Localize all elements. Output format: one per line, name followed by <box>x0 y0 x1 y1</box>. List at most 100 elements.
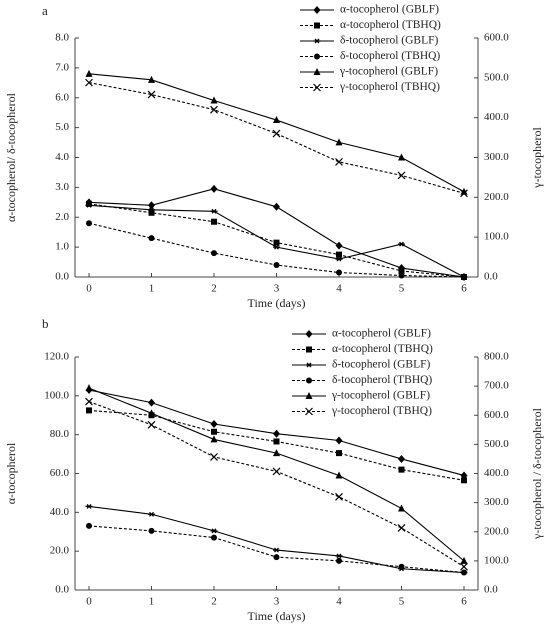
marker <box>273 438 280 445</box>
marker <box>273 554 280 561</box>
marker <box>273 449 280 457</box>
legend-label: δ-tocopherol (TBHQ) <box>332 374 432 386</box>
marker <box>306 346 312 353</box>
series-line <box>88 401 465 568</box>
y2-tick-label: 200.0 <box>484 191 509 203</box>
marker <box>210 419 218 428</box>
marker <box>314 53 320 60</box>
marker <box>397 524 406 532</box>
marker <box>336 251 342 258</box>
y2-tick-label: 300.0 <box>484 496 509 508</box>
legend-label: α-tocopherol (TBHQ) <box>332 343 433 355</box>
y-axis-label: α-tocopherol <box>4 442 18 504</box>
marker <box>86 522 92 529</box>
y-tick-label: 100.0 <box>44 389 69 401</box>
x-tick-label: 4 <box>336 596 342 608</box>
y2-tick-label: 100.0 <box>484 231 509 243</box>
marker <box>398 454 405 463</box>
legend-label: γ-tocopherol (GBLF) <box>331 390 430 402</box>
y-tick-label: 20.0 <box>50 545 70 557</box>
y2-tick-label: 100.0 <box>484 554 509 566</box>
marker <box>398 466 405 473</box>
x-tick-label: 1 <box>149 283 155 295</box>
legend-label: γ-tocopherol (TBHQ) <box>339 81 440 93</box>
marker <box>335 553 343 559</box>
x-tick-label: 3 <box>274 596 280 608</box>
marker <box>460 189 468 198</box>
y2-tick-label: 500.0 <box>484 438 509 450</box>
y-tick-label: 3.0 <box>55 181 69 193</box>
y-tick-label: 6.0 <box>55 91 69 103</box>
legend-label: α-tocopherol (GBLF) <box>340 4 439 16</box>
marker <box>335 471 343 479</box>
marker <box>148 207 155 213</box>
marker <box>86 407 92 414</box>
marker <box>398 504 405 512</box>
x-axis-label: Time (days) <box>248 609 306 623</box>
series-line <box>88 82 465 194</box>
y-tick-label: 5.0 <box>55 121 69 133</box>
x-tick-label: 0 <box>86 283 92 295</box>
marker <box>461 477 467 484</box>
marker <box>210 105 218 114</box>
marker <box>210 452 218 461</box>
marker <box>148 209 155 216</box>
marker <box>147 420 156 429</box>
marker <box>306 377 312 384</box>
marker <box>85 202 93 208</box>
x-tick-label: 2 <box>211 596 217 608</box>
marker <box>305 362 313 368</box>
x-tick-label: 2 <box>211 283 217 295</box>
marker <box>305 392 313 399</box>
y2-tick-label: 500.0 <box>484 71 509 83</box>
y-tick-label: 7.0 <box>55 61 69 73</box>
marker <box>210 184 218 193</box>
marker <box>313 6 321 14</box>
marker <box>273 262 280 269</box>
legend: α-tocopherol (GBLF) α-tocopherol (TBHQ) δ-… <box>300 4 441 93</box>
y2-tick-label: 800.0 <box>484 351 509 363</box>
marker <box>148 511 155 517</box>
marker <box>147 90 156 99</box>
legend-label: α-tocopherol (TBHQ) <box>340 19 441 31</box>
marker <box>336 557 342 564</box>
y-tick-label: 4.0 <box>55 151 69 163</box>
y2-tick-label: 600.0 <box>484 32 509 44</box>
y-tick-label: 60.0 <box>50 467 70 479</box>
legend: α-tocopherol (GBLF) α-tocopherol (TBHQ) δ-… <box>292 328 433 417</box>
marker <box>273 202 280 211</box>
y-tick-label: 0.0 <box>55 584 69 596</box>
marker <box>397 171 406 180</box>
marker <box>148 235 155 242</box>
y-axis-label: α-tocopherol/ δ-tocopherol <box>4 92 18 222</box>
y2-tick-label: 600.0 <box>484 409 509 421</box>
y-tick-label: 0.0 <box>55 271 69 283</box>
x-tick-label: 4 <box>336 283 342 295</box>
marker <box>314 22 320 29</box>
y2-tick-label: 300.0 <box>484 151 509 163</box>
x-axis-label: Time (days) <box>248 296 306 310</box>
panel-label: b <box>42 316 49 331</box>
marker <box>461 569 467 576</box>
marker <box>313 83 321 92</box>
marker <box>211 534 217 541</box>
marker <box>336 450 342 457</box>
legend-label: α-tocopherol (GBLF) <box>332 328 431 340</box>
marker <box>273 239 280 246</box>
marker <box>148 527 155 534</box>
x-tick-label: 0 <box>86 596 92 608</box>
marker <box>85 69 93 77</box>
marker <box>85 503 93 509</box>
marker <box>398 563 405 570</box>
marker <box>148 201 155 210</box>
marker <box>272 129 281 138</box>
legend-label: δ-tocopherol (GBLF) <box>332 359 431 371</box>
panel: b0.020.040.060.080.0100.0120.00.0100.020… <box>4 316 544 623</box>
panel-label: a <box>42 3 48 18</box>
marker <box>398 241 405 247</box>
marker <box>272 467 281 476</box>
marker <box>210 528 218 534</box>
marker <box>273 547 280 553</box>
marker <box>398 268 405 275</box>
x-tick-label: 6 <box>461 596 467 608</box>
